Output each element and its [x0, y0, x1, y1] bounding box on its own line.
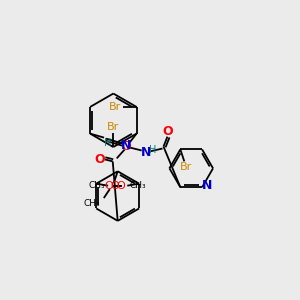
- Text: O: O: [122, 140, 131, 153]
- Text: CH₃: CH₃: [83, 199, 100, 208]
- Text: O: O: [94, 153, 105, 166]
- Text: O: O: [110, 181, 119, 191]
- Text: N: N: [121, 139, 131, 152]
- Text: Br: Br: [109, 102, 121, 112]
- Text: H: H: [104, 138, 112, 148]
- Text: O: O: [162, 125, 173, 138]
- Text: O: O: [116, 181, 125, 191]
- Text: O: O: [104, 181, 113, 191]
- Text: CH₃: CH₃: [89, 181, 105, 190]
- Text: Br: Br: [107, 122, 119, 132]
- Text: CH₃: CH₃: [130, 181, 146, 190]
- Text: Br: Br: [180, 162, 192, 172]
- Text: H: H: [149, 145, 156, 154]
- Text: N: N: [140, 146, 151, 159]
- Text: N: N: [202, 179, 212, 192]
